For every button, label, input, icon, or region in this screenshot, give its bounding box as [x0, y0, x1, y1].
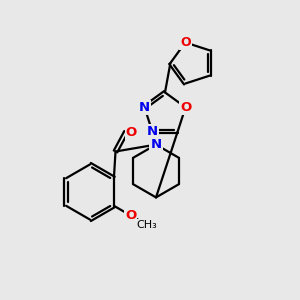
Text: O: O	[180, 101, 191, 114]
Text: O: O	[180, 36, 190, 49]
Text: N: N	[150, 138, 162, 151]
Text: N: N	[147, 125, 158, 138]
Text: N: N	[139, 101, 150, 114]
Text: O: O	[125, 209, 136, 222]
Text: O: O	[126, 125, 137, 139]
Text: CH₃: CH₃	[136, 220, 157, 230]
